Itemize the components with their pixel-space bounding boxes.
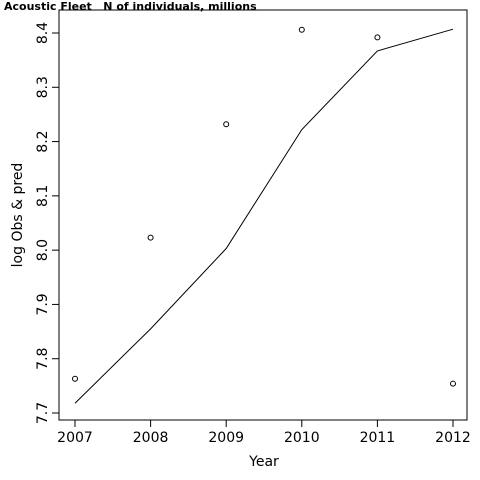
- y-tick-label: 8.4: [35, 22, 51, 44]
- plot-frame: [58, 9, 468, 421]
- observed-point: [147, 234, 154, 241]
- x-axis-label: Year: [248, 454, 279, 470]
- observed-point: [374, 34, 381, 41]
- y-tick-label: 7.9: [35, 293, 51, 315]
- y-tick-label: 8.3: [35, 76, 51, 98]
- observed-point: [298, 26, 305, 33]
- x-tick-label: 2011: [360, 430, 396, 446]
- x-axis: 2007 2008 2009 2010 2011 2012: [57, 420, 471, 446]
- x-tick-label: 2007: [57, 430, 93, 446]
- x-tick-label: 2010: [284, 430, 320, 446]
- y-axis: 7.7 7.8 7.9 8.0 8.1 8.2 8.3 8.4: [35, 22, 59, 424]
- x-tick-label: 2009: [208, 430, 244, 446]
- observed-point: [72, 375, 78, 382]
- y-tick-label: 8.2: [35, 130, 51, 152]
- x-tick-label: 2008: [133, 430, 169, 446]
- observed-point: [223, 121, 230, 128]
- y-tick-label: 7.8: [35, 348, 51, 370]
- predicted-line: [74, 28, 454, 404]
- x-tick-label: 2012: [435, 430, 471, 446]
- y-tick-label: 7.7: [35, 402, 51, 424]
- y-tick-label: 8.0: [35, 239, 51, 261]
- observed-point: [450, 380, 456, 387]
- y-tick-label: 8.1: [35, 185, 51, 207]
- series-layer: [72, 26, 456, 404]
- y-axis-label: log Obs & pred: [10, 163, 26, 268]
